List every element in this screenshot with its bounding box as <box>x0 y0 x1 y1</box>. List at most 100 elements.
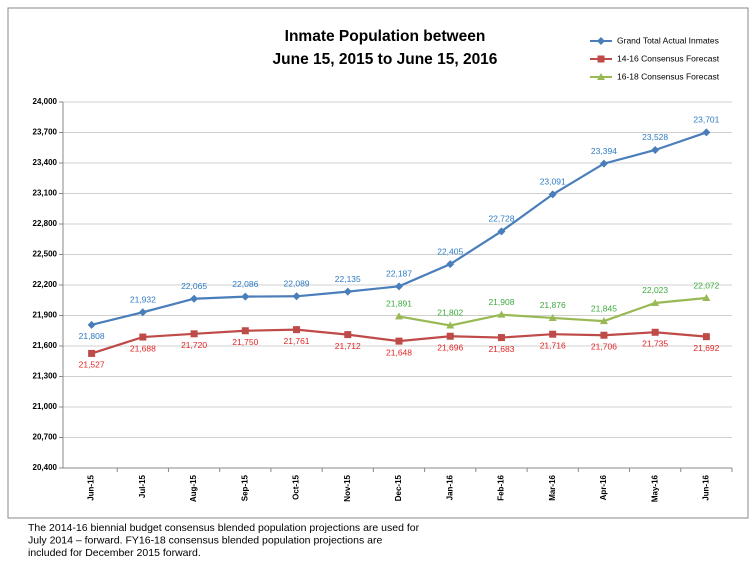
marker <box>241 327 249 335</box>
data-label: 23,528 <box>642 132 668 142</box>
data-label: 21,750 <box>232 337 258 347</box>
data-label: 23,394 <box>591 146 617 156</box>
data-label: 22,728 <box>488 214 514 224</box>
marker <box>599 317 608 325</box>
x-tick-label: May-16 <box>650 474 659 502</box>
data-label: 22,405 <box>437 246 463 256</box>
data-label: 22,135 <box>335 274 361 284</box>
marker <box>190 294 199 303</box>
y-tick-label: 23,400 <box>33 158 58 167</box>
marker <box>651 328 659 336</box>
x-tick-label: Oct-15 <box>292 474 301 499</box>
y-tick-label: 21,900 <box>33 311 58 320</box>
marker <box>293 326 301 334</box>
marker <box>497 334 505 342</box>
x-tick-label: Sep-15 <box>240 474 249 501</box>
marker <box>549 330 557 338</box>
data-label: 21,527 <box>79 360 105 370</box>
data-label: 21,845 <box>591 303 617 313</box>
data-label: 21,876 <box>540 300 566 310</box>
marker <box>548 313 557 321</box>
x-tick-label: Jan-16 <box>445 474 454 500</box>
x-tick-label: Jun-15 <box>87 474 96 500</box>
data-label: 22,086 <box>232 279 258 289</box>
y-tick-label: 21,000 <box>33 402 58 411</box>
data-label: 21,720 <box>181 340 207 350</box>
x-tick-label: Dec-15 <box>394 474 403 501</box>
marker <box>395 312 403 320</box>
data-label: 22,065 <box>181 281 207 291</box>
marker <box>343 287 352 296</box>
data-label: 22,023 <box>642 285 668 295</box>
marker <box>597 73 605 80</box>
footnote: The 2014-16 biennial budget consensus bl… <box>28 522 420 534</box>
marker <box>600 331 608 339</box>
y-tick-label: 22,500 <box>33 250 58 259</box>
data-label: 21,712 <box>335 341 361 351</box>
marker <box>597 55 605 63</box>
y-tick-label: 20,400 <box>33 463 58 472</box>
marker <box>138 308 147 317</box>
data-label: 21,891 <box>386 299 412 309</box>
data-label: 21,688 <box>130 343 156 353</box>
marker <box>597 37 605 45</box>
data-label: 21,692 <box>693 343 719 353</box>
legend-label: 14-16 Consensus Forecast <box>617 53 720 63</box>
x-tick-label: Jun-16 <box>701 474 710 500</box>
legend-label: Grand Total Actual Inmates <box>617 35 719 45</box>
legend-label: 16-18 Consensus Forecast <box>617 71 720 81</box>
y-tick-label: 24,000 <box>33 97 58 106</box>
marker <box>395 337 403 345</box>
data-label: 21,761 <box>284 336 310 346</box>
chart-title: Inmate Population between <box>285 28 486 45</box>
marker <box>87 320 96 329</box>
marker <box>139 333 147 341</box>
data-label: 21,706 <box>591 341 617 351</box>
data-label: 21,802 <box>437 308 463 318</box>
y-tick-label: 23,700 <box>33 128 58 137</box>
marker <box>292 292 301 301</box>
y-tick-label: 23,100 <box>33 189 58 198</box>
footnote: included for December 2015 forward. <box>28 547 201 559</box>
x-tick-label: Apr-16 <box>599 474 608 500</box>
x-tick-label: Nov-15 <box>343 474 352 501</box>
y-tick-label: 22,800 <box>33 219 58 228</box>
marker <box>497 227 506 236</box>
data-label: 22,072 <box>693 280 719 290</box>
footnote: July 2014 – forward. FY16-18 consensus b… <box>28 534 382 546</box>
data-label: 21,908 <box>488 297 514 307</box>
chart-border <box>7 7 749 519</box>
chart-title: June 15, 2015 to June 15, 2016 <box>273 51 498 68</box>
data-label: 21,648 <box>386 347 412 357</box>
data-label: 21,735 <box>642 339 668 349</box>
x-tick-label: Jul-15 <box>138 474 147 498</box>
marker <box>702 128 711 137</box>
marker <box>344 331 352 339</box>
marker <box>446 332 454 340</box>
data-label: 21,683 <box>488 344 514 354</box>
data-label: 23,091 <box>540 177 566 187</box>
marker <box>497 310 506 318</box>
marker <box>599 159 608 168</box>
marker <box>702 294 711 302</box>
data-label: 21,808 <box>79 331 105 341</box>
marker <box>446 260 455 269</box>
y-tick-label: 21,300 <box>33 372 58 381</box>
marker <box>88 349 96 357</box>
y-tick-label: 20,700 <box>33 433 58 442</box>
data-label: 23,701 <box>693 115 719 125</box>
marker <box>651 145 660 154</box>
x-tick-label: Mar-16 <box>548 474 557 500</box>
data-label: 21,716 <box>540 340 566 350</box>
data-label: 22,089 <box>284 279 310 289</box>
marker <box>241 292 250 301</box>
marker <box>651 298 660 306</box>
y-tick-label: 21,600 <box>33 341 58 350</box>
x-tick-label: Feb-16 <box>497 474 506 500</box>
data-label: 21,696 <box>437 342 463 352</box>
marker <box>190 330 198 338</box>
x-tick-label: Aug-15 <box>189 474 198 502</box>
marker <box>446 321 455 329</box>
data-label: 21,932 <box>130 294 156 304</box>
